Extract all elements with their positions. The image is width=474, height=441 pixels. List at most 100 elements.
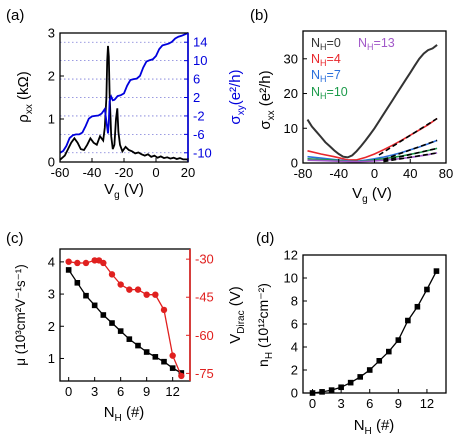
x-tick-label: -20 bbox=[115, 165, 134, 180]
nh-point bbox=[347, 379, 354, 386]
y2-axis-label: VDirac (V) bbox=[227, 286, 247, 344]
x-axis-label-text: NH (#) bbox=[104, 404, 145, 424]
mobility-point bbox=[161, 358, 167, 365]
y-tick-label: 6 bbox=[291, 317, 298, 332]
x-tick-label: 40 bbox=[403, 166, 417, 181]
series-line bbox=[306, 44, 438, 159]
y-axis-label-sub: xx bbox=[24, 104, 35, 114]
vdirac-point bbox=[82, 259, 90, 267]
mobility-point bbox=[152, 354, 159, 360]
legend-entry: NH=0 bbox=[311, 36, 341, 52]
x-axis-label-text: Vg (V) bbox=[352, 185, 392, 205]
nh-point bbox=[338, 384, 344, 391]
x-axis-label-unit: (V) bbox=[120, 181, 144, 198]
vdirac-point bbox=[160, 306, 168, 314]
mobility-point bbox=[117, 328, 124, 334]
x-axis-label-text: Vg (V) bbox=[104, 181, 144, 201]
y2-axis-label-sub: Dirac bbox=[236, 310, 247, 333]
nh-line bbox=[312, 270, 438, 394]
x-tick-label: 6 bbox=[117, 384, 124, 399]
panel-label: (d) bbox=[256, 230, 274, 247]
vdirac-point bbox=[126, 286, 133, 293]
x-axis-label-main: N bbox=[354, 417, 365, 434]
x-tick-label: 9 bbox=[143, 384, 150, 399]
y-tick-label: 4 bbox=[291, 340, 298, 355]
x-axis-label-main: N bbox=[104, 404, 115, 421]
x-tick-label: 0 bbox=[371, 166, 378, 181]
x-tick-label: -80 bbox=[294, 166, 313, 181]
y-tick-label: 2 bbox=[291, 363, 298, 378]
y2-tick-label: -2 bbox=[193, 108, 205, 123]
y-axis-label: μ (10³cm²V⁻¹s⁻¹) bbox=[13, 264, 28, 366]
y-axis-label-text: nH (10¹²cm⁻²) bbox=[255, 283, 275, 367]
legend-entry: NH=10 bbox=[311, 85, 348, 101]
nh-point bbox=[328, 387, 335, 393]
y-axis-label-main: σ bbox=[257, 120, 274, 130]
x-axis-label: NH (#) bbox=[354, 417, 395, 437]
mobility-point bbox=[169, 365, 176, 371]
x-tick-label: 3 bbox=[338, 396, 345, 411]
mobility-line bbox=[68, 269, 182, 374]
x-tick-label: -40 bbox=[329, 166, 348, 181]
nh-point bbox=[319, 389, 325, 395]
y2-tick-label: -30 bbox=[195, 252, 214, 267]
y-tick-label: 0 bbox=[291, 386, 298, 401]
x-axis-label-unit: (#) bbox=[372, 417, 395, 434]
y-tick-label: 8 bbox=[291, 294, 298, 309]
y-tick-label: 4 bbox=[48, 254, 55, 269]
vdirac-point bbox=[100, 259, 107, 267]
y2-axis-label-text: σxy(e²/h) bbox=[227, 69, 247, 124]
vdirac-point bbox=[117, 281, 124, 288]
vdirac-point bbox=[134, 286, 142, 293]
x-axis-label: NH (#) bbox=[104, 404, 145, 424]
legend-entry: NH=4 bbox=[311, 52, 341, 68]
y-tick-label: 20 bbox=[284, 86, 298, 101]
x-axis-label-sub: g bbox=[114, 190, 120, 201]
vdirac-point bbox=[178, 372, 185, 380]
y2-tick-label: 6 bbox=[193, 72, 200, 87]
x-axis-label: Vg (V) bbox=[104, 181, 144, 201]
fit-line bbox=[383, 139, 438, 161]
mobility-point bbox=[74, 280, 81, 286]
y-axis-label-text: ρxx (kΩ) bbox=[15, 71, 35, 122]
nh-point bbox=[405, 317, 411, 324]
fit-line bbox=[378, 117, 438, 156]
y-axis-label-sub: H bbox=[264, 352, 275, 359]
legend-entry: NH=7 bbox=[311, 68, 341, 84]
y-axis-label-unit: (10¹²cm⁻²) bbox=[255, 283, 271, 352]
y-axis-label-unit: (e²/h) bbox=[257, 70, 274, 110]
legend-entry: NH=13 bbox=[358, 36, 395, 52]
panel-label: (c) bbox=[6, 230, 24, 247]
y2-tick-label: -6 bbox=[193, 127, 205, 142]
x-tick-label: 3 bbox=[91, 384, 98, 399]
x-axis-label-main: V bbox=[352, 185, 362, 202]
x-tick-label: 9 bbox=[395, 396, 402, 411]
x-tick-label: 80 bbox=[439, 166, 453, 181]
nh-point bbox=[366, 367, 373, 373]
mobility-point bbox=[109, 320, 115, 326]
y-axis-label-text: μ (10³cm²V⁻¹s⁻¹) bbox=[13, 264, 28, 366]
rho-xx-line bbox=[59, 45, 189, 161]
plot-frame bbox=[59, 248, 191, 382]
y-axis-label: nH (10¹²cm⁻²) bbox=[255, 283, 275, 367]
series-line bbox=[307, 117, 438, 161]
y-tick-label: 10 bbox=[284, 271, 298, 286]
nh-point bbox=[357, 374, 363, 380]
vdirac-point bbox=[108, 271, 116, 278]
y-tick-label: 3 bbox=[48, 287, 55, 302]
y2-tick-label: -10 bbox=[193, 145, 212, 160]
y-tick-label: 1 bbox=[48, 351, 55, 366]
y-axis-label-unit: (10³cm²V⁻¹s⁻¹) bbox=[13, 264, 28, 358]
x-axis-label-sub: g bbox=[362, 194, 368, 205]
y2-axis-label-unit: (e²/h) bbox=[227, 69, 244, 105]
vdirac-line bbox=[68, 259, 182, 377]
x-tick-label: 0 bbox=[309, 396, 316, 411]
vdirac-point bbox=[74, 259, 81, 267]
y-axis-label-main: μ bbox=[13, 358, 28, 366]
y2-tick-label: 2 bbox=[193, 90, 200, 105]
nh-point bbox=[433, 268, 440, 274]
mobility-point bbox=[91, 302, 98, 309]
x-tick-label: -40 bbox=[83, 165, 102, 180]
sigma-xy-line bbox=[59, 32, 189, 154]
vdirac-point bbox=[152, 291, 159, 298]
